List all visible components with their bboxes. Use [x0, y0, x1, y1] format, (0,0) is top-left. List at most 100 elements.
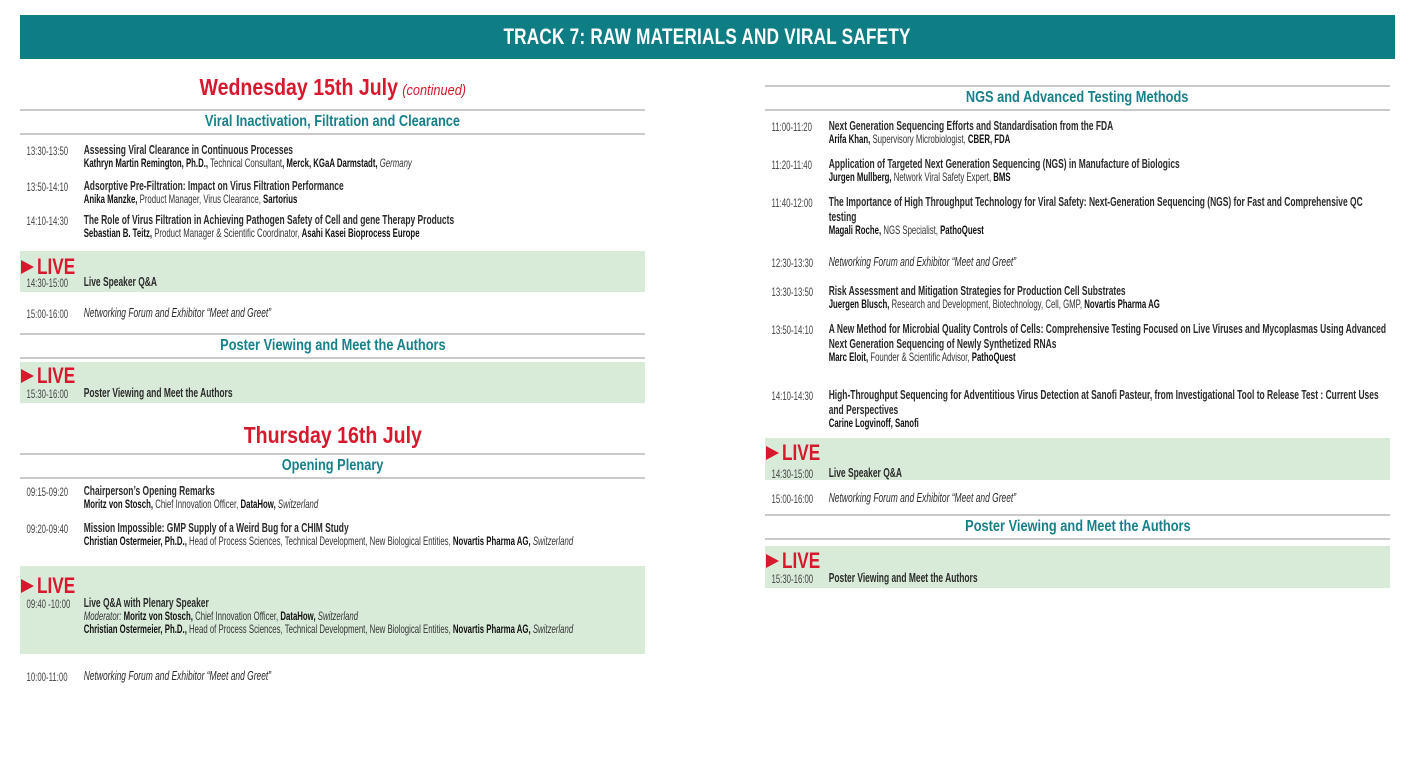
session-time: 11:20-11:40 — [771, 158, 812, 172]
speaker-name-or-org: Moritz von Stosch, — [83, 497, 154, 511]
session-title: Mission Impossible: GMP Supply of a Weir… — [83, 520, 349, 535]
section-heading: Opening Plenary — [20, 453, 645, 479]
section-title: Viral Inactivation, Filtration and Clear… — [204, 113, 461, 130]
session-time: 15:30-16:00 — [771, 572, 814, 586]
speaker-name-or-org: Arifa Khan, — [828, 132, 871, 146]
play-icon — [21, 260, 34, 274]
speaker-role: Founder & Scientific Advisor, — [868, 350, 972, 364]
session-title: Application of Targeted Next Generation … — [828, 156, 1180, 171]
right-column: NGS and Advanced Testing Methods 11:00-1… — [765, 0, 1390, 765]
live-session-block: LIVE 14:30-15:00 Live Speaker Q&A — [20, 251, 645, 292]
speaker-role: Chief Innovation Officer, — [192, 609, 281, 623]
speaker-role: NGS Specialist, — [881, 223, 941, 237]
schedule-item: 09:15-09:20 Chairperson’s Opening Remarks… — [20, 483, 645, 511]
session-title: Risk Assessment and Mitigation Strategie… — [828, 283, 1126, 298]
session-time: 09:15-09:20 — [26, 485, 69, 499]
section-heading: Viral Inactivation, Filtration and Clear… — [20, 109, 645, 135]
speaker-line: Anika Manzke, Product Manager, Virus Cle… — [84, 193, 645, 206]
schedule-item: 11:00-11:20 Next Generation Sequencing Ef… — [765, 118, 1390, 146]
schedule-item: 14:30-15:00 Live Speaker Q&A — [20, 274, 645, 290]
speaker-role: Product Manager, Virus Clearance, — [137, 192, 264, 206]
session-title: Assessing Viral Clearance in Continuous … — [83, 142, 293, 157]
speaker-line: Sebastian B. Teitz, Product Manager & Sc… — [84, 227, 645, 240]
session-time: 13:30-13:50 — [26, 144, 69, 158]
session-time: 14:10-14:30 — [26, 214, 69, 228]
live-badge: LIVE — [21, 573, 86, 599]
schedule-item: 15:30-16:00 Poster Viewing and Meet the A… — [765, 570, 1390, 586]
session-time: 12:30-13:30 — [771, 256, 814, 270]
schedule-item: 10:00-11:00 Networking Forum and Exhibito… — [20, 668, 645, 684]
session-time: 11:40-12:00 — [771, 196, 813, 210]
speaker-line: Marc Eloit, Founder & Scientific Advisor… — [829, 351, 1390, 364]
schedule-item: 14:10-14:30 High-Throughput Sequencing fo… — [765, 387, 1390, 430]
speaker-name-or-org: Christian Ostermeier, Ph.D., — [83, 534, 187, 548]
schedule-item: 14:30-15:00 Live Speaker Q&A — [765, 465, 1390, 481]
speaker-role: Product Manager & Scientific Coordinator… — [152, 226, 302, 240]
session-time: 15:00-16:00 — [771, 492, 814, 506]
speaker-name-or-org: Carine Logvinoff, Sanofi — [828, 416, 919, 430]
live-badge: LIVE — [21, 254, 86, 280]
section-heading: NGS and Advanced Testing Methods — [765, 85, 1390, 111]
session-title: Live Speaker Q&A — [83, 274, 157, 289]
play-icon — [21, 579, 34, 593]
speaker-line: Jurgen Mullberg, Network Viral Safety Ex… — [829, 171, 1390, 184]
play-icon — [766, 446, 779, 460]
session-title: A New Method for Microbial Quality Contr… — [828, 321, 1387, 351]
speaker-line: Carine Logvinoff, Sanofi — [829, 417, 1390, 430]
live-label: LIVE — [37, 363, 76, 388]
speaker-name-or-org: Moritz von Stosch, — [121, 609, 193, 623]
live-label: LIVE — [782, 548, 821, 573]
live-session-block: LIVE 15:30-16:00 Poster Viewing and Meet … — [20, 362, 645, 403]
section-heading: Poster Viewing and Meet the Authors — [20, 333, 645, 359]
track-title: TRACK 7: RAW MATERIALS AND VIRAL SAFETY — [503, 24, 912, 49]
live-session-block: LIVE 09:40 -10:00 Live Q&A with Plenary S… — [20, 566, 645, 654]
schedule-item: 13:30-13:50 Risk Assessment and Mitigatio… — [765, 283, 1390, 311]
speaker-role: Chief Innovation Officer, — [153, 497, 241, 511]
session-title: Poster Viewing and Meet the Authors — [828, 570, 978, 585]
section-title: Opening Plenary — [281, 457, 384, 474]
speaker-name-or-org: PathoQuest — [971, 350, 1016, 364]
session-title: Chairperson’s Opening Remarks — [83, 483, 215, 498]
speaker-line: Arifa Khan, Supervisory Microbiologist, … — [829, 133, 1390, 146]
day-note: (continued) — [401, 82, 466, 99]
day-heading-thursday: Thursday 16th July — [20, 422, 645, 449]
section-title: Poster Viewing and Meet the Authors — [964, 518, 1191, 535]
section-title: NGS and Advanced Testing Methods — [966, 89, 1189, 106]
session-title: Next Generation Sequencing Efforts and S… — [828, 118, 1114, 133]
schedule-item: 12:30-13:30 Networking Forum and Exhibito… — [765, 254, 1390, 270]
session-time: 09:20-09:40 — [26, 522, 69, 536]
session-time: 13:50-14:10 — [771, 323, 814, 337]
speaker-name-or-org: DataHow, — [240, 497, 276, 511]
speaker-name-or-org: DataHow, — [280, 609, 316, 623]
day-title: Thursday 16th July — [243, 422, 422, 448]
schedule-item: 11:20-11:40 Application of Targeted Next … — [765, 156, 1390, 184]
session-title: High-Throughput Sequencing for Adventiti… — [828, 387, 1379, 417]
speaker-role: Head of Process Sciences, Technical Deve… — [186, 621, 453, 636]
track-header: TRACK 7: RAW MATERIALS AND VIRAL SAFETY — [20, 15, 1395, 59]
schedule-item: 15:00-16:00 Networking Forum and Exhibito… — [765, 490, 1390, 506]
speaker-name-or-org: Magali Roche, — [828, 223, 882, 237]
speaker-name-or-org: Marc Eloit, — [828, 350, 869, 364]
speaker-role: Supervisory Microbiologist, — [870, 132, 968, 146]
session-time: 15:00-16:00 — [26, 307, 69, 321]
speaker-line: Kathryn Martin Remington, Ph.D., Technic… — [84, 157, 645, 170]
live-session-block: LIVE 15:30-16:00 Poster Viewing and Meet … — [765, 546, 1390, 588]
speaker-role: Network Viral Safety Expert, — [891, 170, 994, 184]
speaker-location: Switzerland — [315, 609, 359, 623]
speaker-name-or-org: BMS — [993, 170, 1011, 184]
speaker-location: Germany — [377, 156, 412, 170]
session-title: Live Q&A with Plenary Speaker — [83, 595, 209, 610]
speaker-location: Switzerland — [275, 497, 319, 511]
speaker-line: Juergen Blusch, Research and Development… — [829, 298, 1390, 311]
speaker-name-or-org: Kathryn Martin Remington, Ph.D., — [83, 156, 209, 170]
live-badge: LIVE — [21, 363, 86, 389]
speaker-location: Switzerland — [530, 534, 574, 548]
speaker-name-or-org: Anika Manzke, — [83, 192, 138, 206]
live-session-block: LIVE 14:30-15:00 Live Speaker Q&A — [765, 438, 1390, 481]
schedule-item: 14:10-14:30 The Role of Virus Filtration … — [20, 212, 645, 240]
day-heading-wednesday: Wednesday 15th July (continued) — [20, 74, 645, 101]
session-title: Live Speaker Q&A — [828, 465, 902, 480]
live-label: LIVE — [37, 254, 76, 279]
live-badge: LIVE — [766, 440, 831, 466]
speaker-name-or-org: Asahi Kasei Bioprocess Europe — [301, 226, 420, 240]
